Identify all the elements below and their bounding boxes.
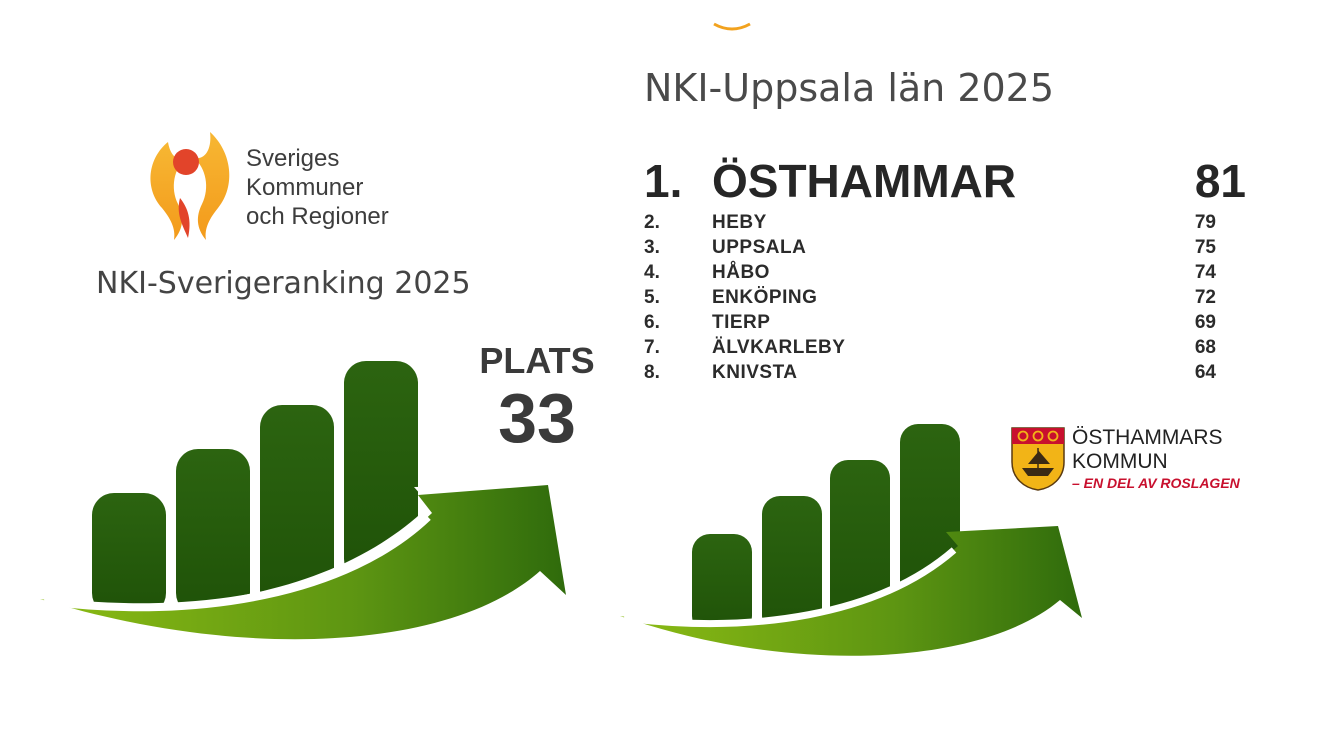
score: 69 — [1194, 312, 1216, 333]
bar-4 — [344, 361, 418, 581]
osthammar-line-1: ÖSTHAMMARS — [1072, 426, 1223, 449]
list-item: 7. ÄLVKARLEBY 68 — [644, 335, 1224, 360]
osthammar-line-2: KOMMUN — [1072, 450, 1168, 473]
bar-3 — [260, 405, 334, 615]
municipality-name: HEBY — [712, 212, 767, 233]
sverigeranking-title: NKI-Sverigeranking 2025 — [96, 266, 471, 301]
list-item: 6. TIERP 69 — [644, 310, 1224, 335]
skr-wordmark: Sveriges Kommuner och Regioner — [246, 144, 389, 231]
bar-1 — [692, 534, 752, 634]
top-score: 81 — [1194, 155, 1246, 207]
list-item: 3. UPPSALA 75 — [644, 235, 1224, 260]
score: 75 — [1194, 237, 1216, 258]
bar-3 — [830, 460, 890, 634]
rank-number: 8. — [644, 362, 660, 383]
list-item: 5. ENKÖPING 72 — [644, 285, 1224, 310]
bar-2 — [762, 496, 822, 634]
bar-2 — [176, 449, 250, 615]
skr-logo: Sveriges Kommuner och Regioner — [140, 128, 430, 248]
municipality-name: ENKÖPING — [712, 287, 818, 308]
municipality-name: HÅBO — [712, 262, 770, 283]
growth-graphic-right — [620, 424, 1082, 656]
uppsala-title: NKI-Uppsala län 2025 — [644, 66, 1055, 110]
list-item: 8. KNIVSTA 64 — [644, 360, 1224, 385]
plats-number: 33 — [498, 379, 576, 457]
rank-number: 2. — [644, 212, 660, 233]
municipality-name: KNIVSTA — [712, 362, 798, 383]
score: 72 — [1194, 287, 1216, 308]
bar-1 — [92, 493, 166, 615]
score: 64 — [1194, 362, 1216, 383]
municipality-name: ÄLVKARLEBY — [712, 337, 846, 358]
score: 68 — [1194, 337, 1216, 358]
decorative-arc — [713, 22, 751, 31]
skr-line-3: och Regioner — [246, 203, 389, 230]
list-item: 2. HEBY 79 — [644, 210, 1224, 235]
top-name: ÖSTHAMMAR — [712, 155, 1017, 207]
score: 74 — [1194, 262, 1216, 283]
growth-graphic-left — [40, 361, 566, 644]
skr-flame-icon — [150, 132, 230, 240]
osthammar-tagline: – EN DEL AV ROSLAGEN — [1072, 475, 1240, 491]
municipality-name: UPPSALA — [712, 237, 807, 258]
score: 79 — [1194, 212, 1216, 233]
top-ranking-row: 1. ÖSTHAMMAR 81 — [644, 152, 1254, 210]
skr-line-1: Sveriges — [246, 145, 340, 172]
osthammar-logo: ÖSTHAMMARS KOMMUN – EN DEL AV ROSLAGEN — [1008, 424, 1240, 494]
ranking-list: 2. HEBY 79 3. UPPSALA 75 4. HÅBO 74 5. ENKÖPING… — [644, 210, 1224, 385]
rank-number: 7. — [644, 337, 660, 358]
top-rank: 1. — [644, 155, 683, 207]
rank-number: 3. — [644, 237, 660, 258]
rank-number: 6. — [644, 312, 660, 333]
municipality-name: TIERP — [712, 312, 771, 333]
arrow — [40, 485, 566, 640]
list-item: 4. HÅBO 74 — [644, 260, 1224, 285]
plats-label: PLATS — [479, 340, 595, 381]
rank-number: 4. — [644, 262, 660, 283]
skr-line-2: Kommuner — [246, 174, 364, 201]
coat-of-arms-icon — [1011, 427, 1065, 491]
rank-number: 5. — [644, 287, 660, 308]
osthammar-wordmark: ÖSTHAMMARS KOMMUN – EN DEL AV ROSLAGEN — [1072, 426, 1240, 492]
